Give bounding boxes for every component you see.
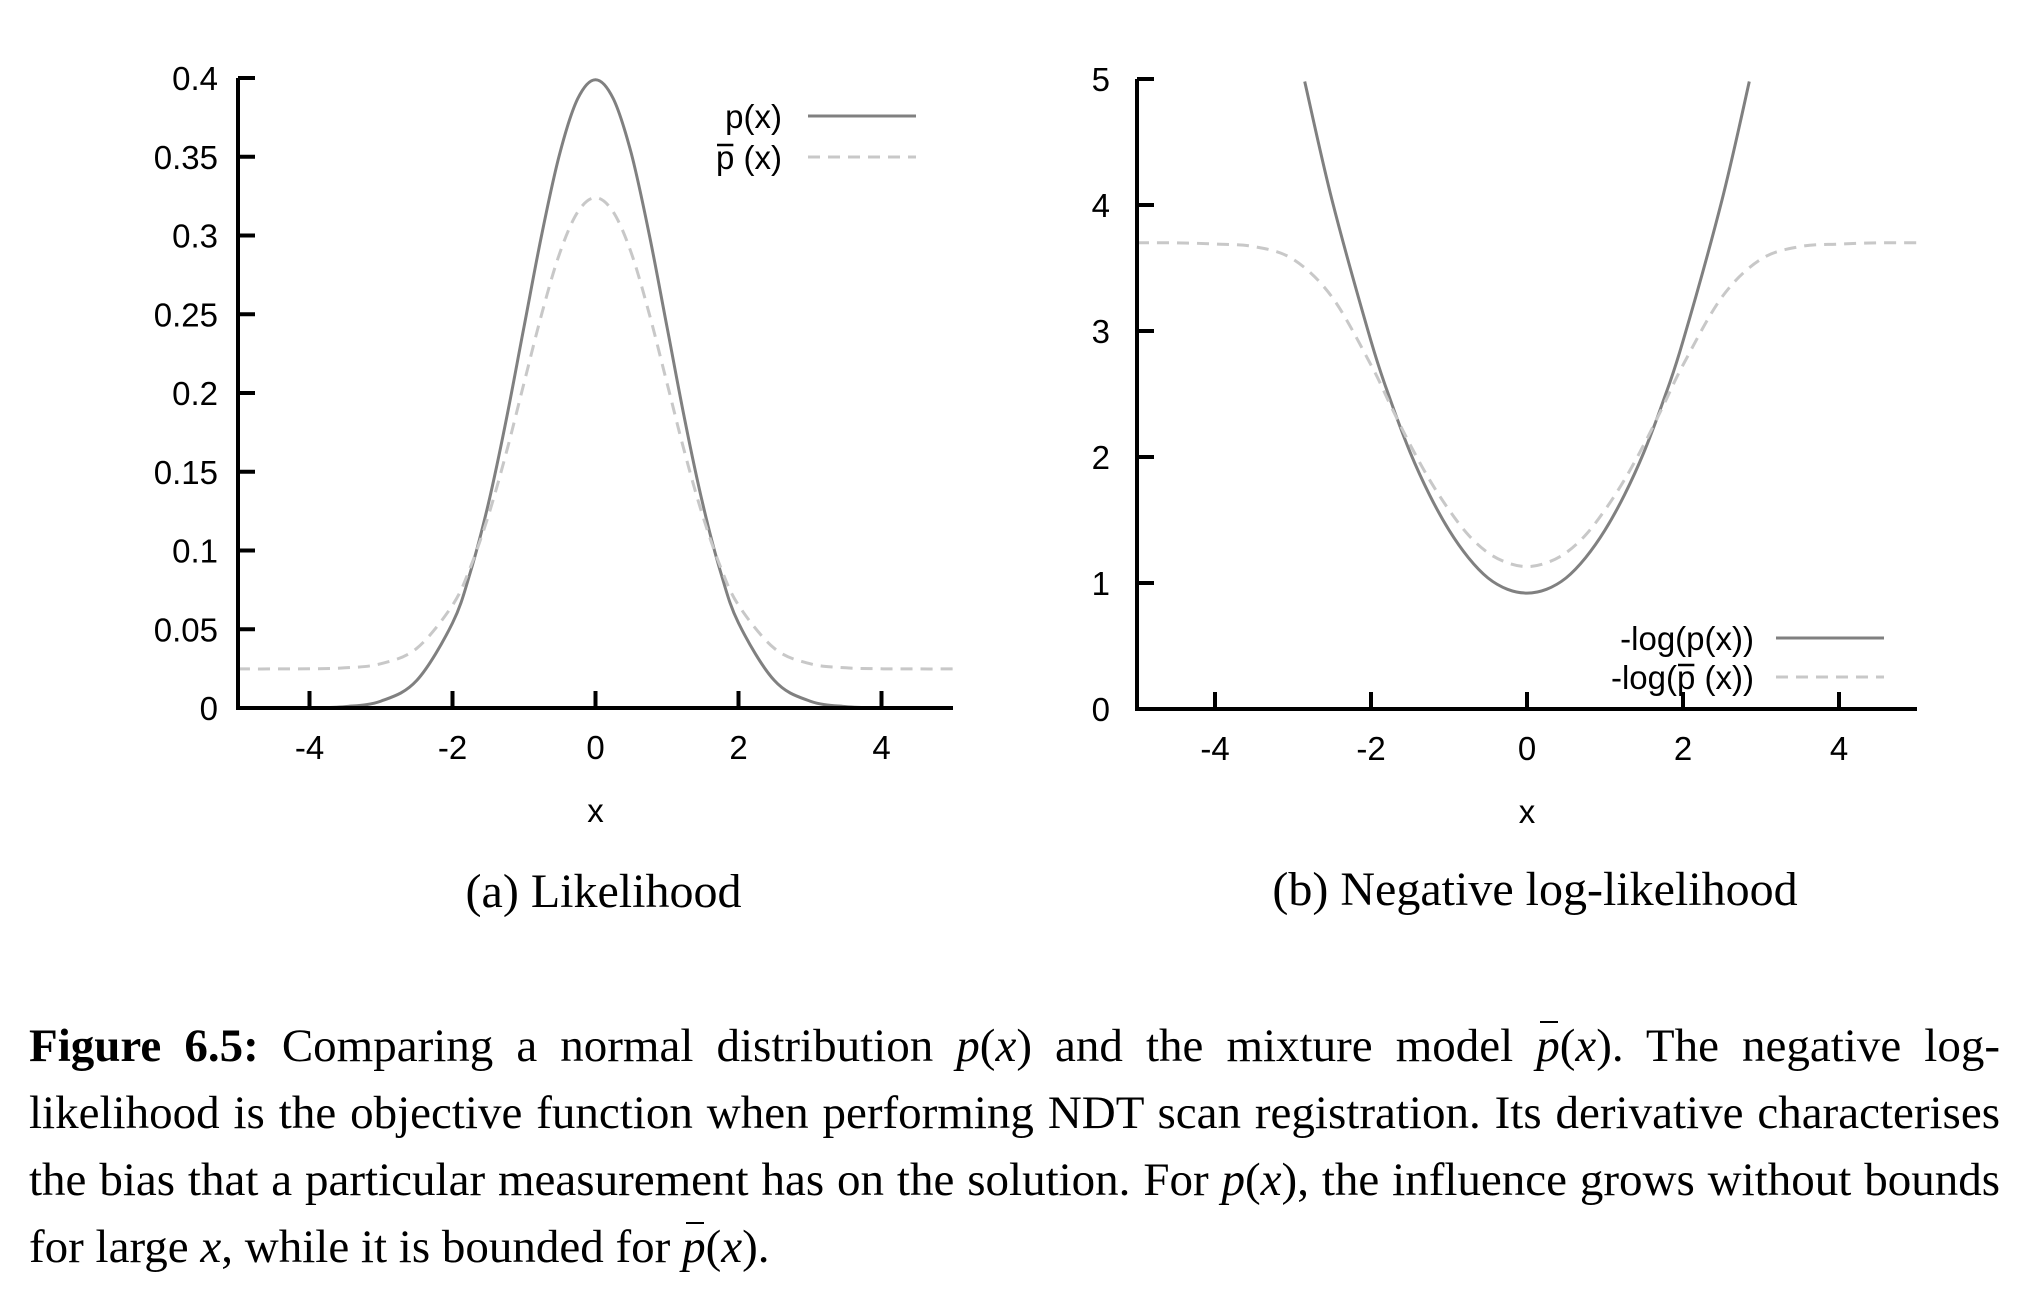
- x-tick-label: 4: [872, 729, 890, 766]
- x-tick-label: 4: [1830, 730, 1848, 767]
- caption-text: , while it is bounded for: [221, 1221, 683, 1273]
- math-symbol-bar: p: [1536, 1013, 1560, 1080]
- math-symbol: x: [200, 1221, 222, 1273]
- axes: -4 -2 0 2 4 0 1 2 3 4 5: [1092, 61, 1917, 767]
- math-symbol-bar: p: [682, 1214, 706, 1281]
- y-tick-label: 3: [1092, 313, 1110, 350]
- series-layer: [1137, 81, 1917, 595]
- x-tick-label: 2: [1674, 730, 1692, 767]
- y-tick-label: 0: [200, 690, 218, 727]
- x-tick-label: 0: [586, 729, 604, 766]
- legend: -log(p(x))-log(p (x)): [1611, 620, 1884, 696]
- subcaption-a: (a) Likelihood: [466, 865, 742, 918]
- math-symbol: x: [1575, 1020, 1597, 1072]
- y-tick-label: 0.4: [172, 60, 218, 97]
- math-symbol: x: [721, 1221, 743, 1273]
- axes: -4 -2 0 2 4 0 0.05 0.1 0.15 0.2 0.25 0.3 0.35 0.4: [154, 60, 953, 766]
- y-tick-label: 0.05: [154, 611, 218, 648]
- caption-text: ) and the mixture model: [1016, 1020, 1537, 1072]
- math-symbol: x: [995, 1020, 1017, 1072]
- series-line-solid: [1303, 81, 1751, 595]
- caption-text: ).: [742, 1221, 770, 1273]
- math-symbol: x: [1260, 1154, 1282, 1206]
- panel-likelihood: -4 -2 0 2 4 0 0.05 0.1 0.15 0.2 0.25 0.3 0.35 0.4 p(x…: [154, 60, 953, 918]
- x-tick-label: -2: [438, 729, 467, 766]
- y-tick-label: 0.1: [172, 533, 218, 570]
- y-tick-label: 0.35: [154, 139, 218, 176]
- x-axis-label: x: [587, 792, 604, 829]
- y-tick-label: 0.25: [154, 296, 218, 333]
- math-symbol: p: [956, 1020, 980, 1072]
- legend: p(x)p (x): [716, 98, 916, 176]
- caption-text: Comparing a normal distribution: [258, 1020, 957, 1072]
- caption-text: (: [1559, 1020, 1576, 1072]
- caption-text: (: [1245, 1154, 1261, 1206]
- y-tick-label: 5: [1092, 61, 1110, 98]
- legend-label: p(x): [725, 98, 782, 135]
- y-tick-label: 4: [1092, 187, 1110, 224]
- figure-label: Figure 6.5:: [29, 1020, 259, 1072]
- x-axis-label: x: [1519, 793, 1536, 830]
- subcaption-b: (b) Negative log-likelihood: [1272, 863, 1797, 916]
- series-line-solid: [238, 78, 953, 708]
- y-tick-label: 0.2: [172, 375, 218, 412]
- panel-negative-log-likelihood: -4 -2 0 2 4 0 1 2 3 4 5 -log(p(x))-log(p (x)) x (b…: [1092, 61, 1917, 916]
- caption-text: (: [705, 1221, 722, 1273]
- x-tick-label: -4: [1200, 730, 1229, 767]
- series-line-dashed: [238, 196, 953, 671]
- math-symbol: p: [1221, 1154, 1246, 1206]
- y-tick-label: 0.15: [154, 454, 218, 491]
- x-tick-label: 2: [729, 729, 747, 766]
- caption-text: (: [979, 1020, 996, 1072]
- y-tick-label: 0: [1092, 691, 1110, 728]
- y-tick-label: 2: [1092, 439, 1110, 476]
- figure-caption: Figure 6.5: Comparing a normal distribut…: [29, 1013, 2000, 1281]
- series-layer: [238, 78, 953, 708]
- x-tick-label: 0: [1518, 730, 1536, 767]
- series-line-dashed: [1137, 241, 1917, 569]
- caption-text: ). The negative log-likelihood is the ob…: [29, 1020, 2000, 1206]
- x-tick-label: -2: [1356, 730, 1385, 767]
- y-tick-label: 1: [1092, 565, 1110, 602]
- caption-text: ), the influence grows without bounds fo…: [29, 1154, 2000, 1273]
- legend-label: -log(p(x)): [1620, 620, 1754, 657]
- y-tick-label: 0.3: [172, 218, 218, 255]
- x-tick-label: -4: [295, 729, 324, 766]
